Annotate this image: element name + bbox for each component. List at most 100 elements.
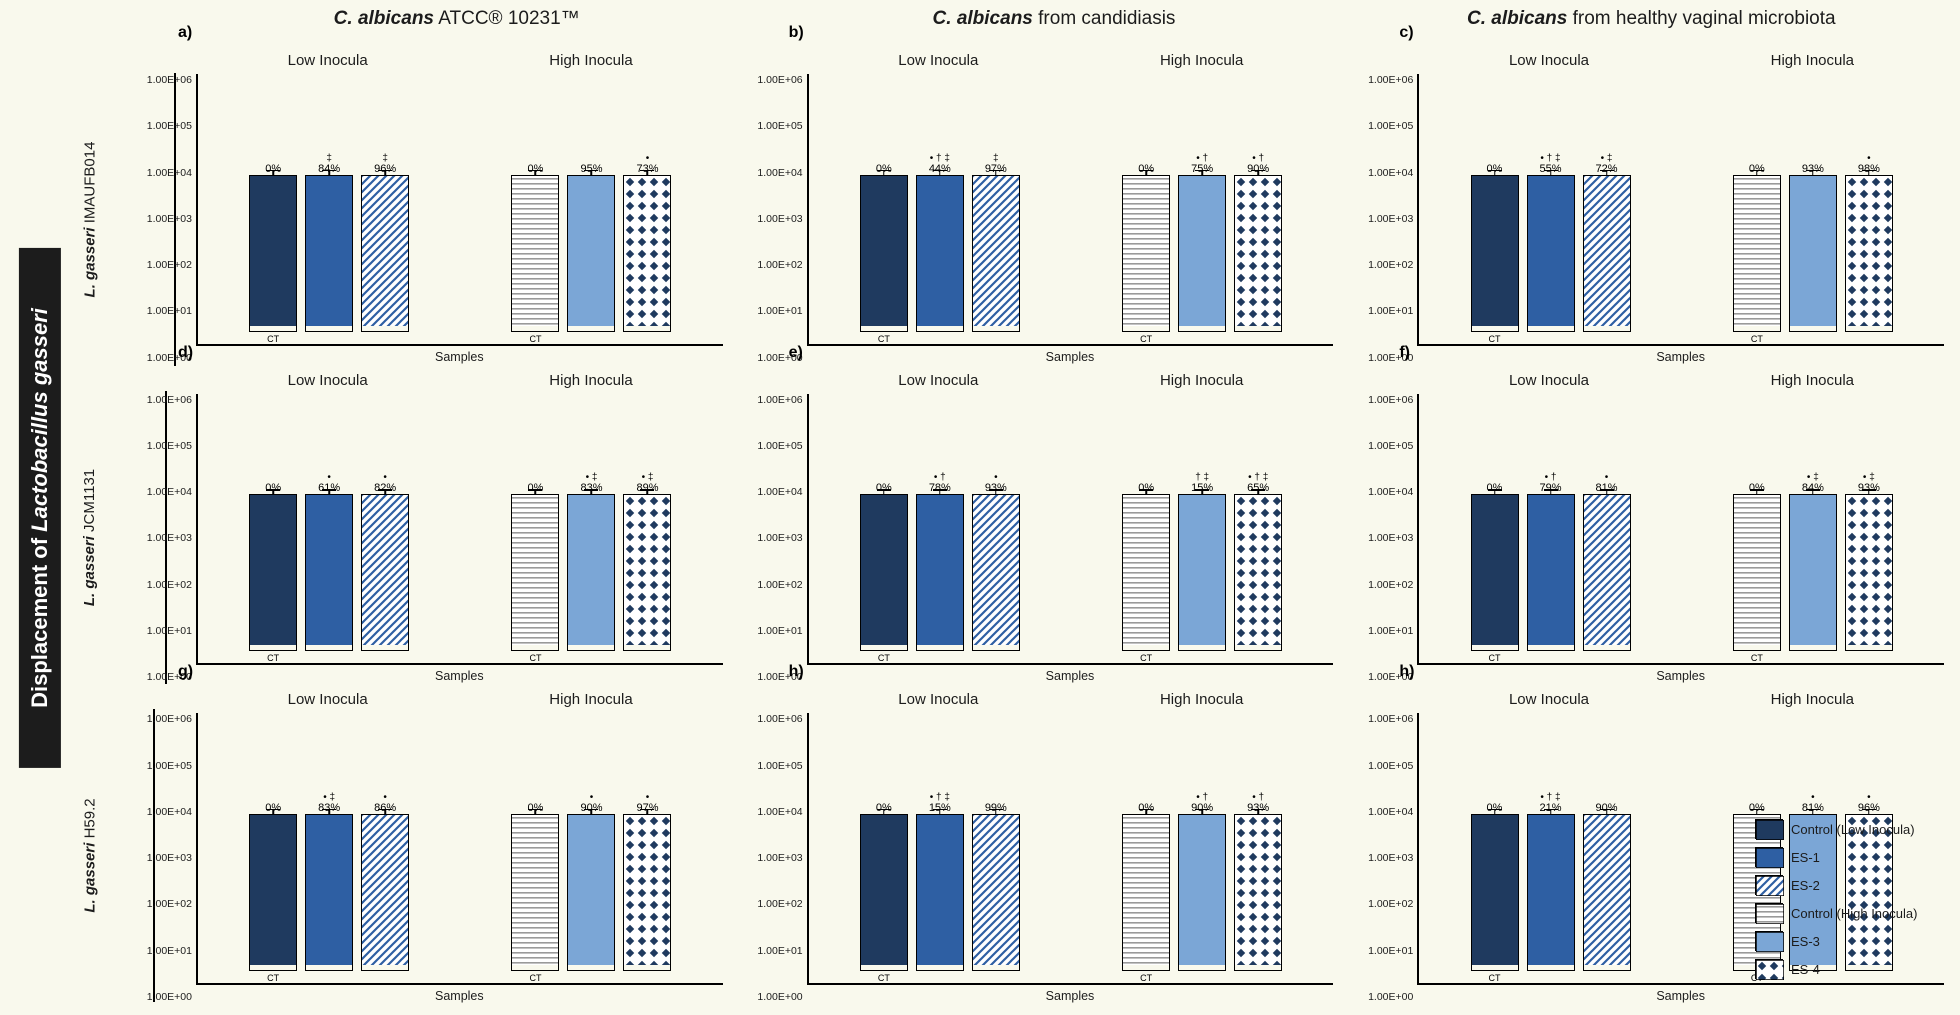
legend-swatch	[1755, 903, 1783, 923]
legend-item-es3: ES-3	[1755, 931, 1940, 951]
bar-ctrl_high: 0% CT	[511, 790, 559, 983]
legend-swatch	[1755, 847, 1783, 867]
inocula-labels: Low Inocula High Inocula	[1417, 691, 1944, 713]
legend-label: ES-1	[1791, 850, 1820, 865]
bar-es2: • 93%	[972, 470, 1020, 663]
bar-ctrl_high: 0% CT	[1733, 151, 1781, 344]
group-high: 0% CT • † 90% • † 93%	[1081, 713, 1323, 983]
y-axis-ticks: 1.00E+061.00E+051.00E+041.00E+031.00E+02…	[124, 394, 196, 684]
group-low: 0% CT • † 79% • 81%	[1429, 394, 1671, 664]
bar-es3: • ‡ 84%	[1789, 470, 1837, 663]
group-low: 0% CT • ‡ 83% • 86%	[208, 713, 450, 983]
bar-es2: ‡ 96%	[361, 151, 409, 344]
col-header-0: C. albicans ATCC® 10231™	[158, 8, 755, 48]
legend-swatch	[1755, 931, 1783, 951]
legend-item-ctrl_high: Control (High Inocula)	[1755, 903, 1940, 923]
col-header-2: C. albicans from healthy vaginal microbi…	[1353, 8, 1950, 48]
y-axis-ticks: 1.00E+061.00E+051.00E+041.00E+031.00E+02…	[124, 74, 196, 364]
bar-es4: • ‡ 89%	[623, 470, 671, 663]
bar-ctrl_low: 0% CT	[1471, 151, 1519, 344]
bar-es1: ‡ 84%	[305, 151, 353, 344]
strain-row-2: L. gasseri H59.2	[82, 799, 99, 913]
panel-e: e) Low Inocula High Inocula 1.00E+061.00…	[729, 368, 1340, 688]
legend-swatch	[1755, 819, 1783, 839]
bar-es3: • 90%	[567, 790, 615, 983]
panel-tag: d)	[178, 344, 193, 362]
row-strain-labels: L. gasseri IMAUFB014 L. gasseri JCM1131 …	[70, 0, 118, 1015]
plot-area: 0% CT • ‡ 83% • 86% 0%	[196, 713, 723, 985]
bar-es3: 95%	[567, 151, 615, 344]
legend-label: Control (High Inocula)	[1791, 906, 1917, 921]
bar-es2: • 81%	[1583, 470, 1631, 663]
panel-tag: f)	[1399, 344, 1410, 362]
panel-tag: h)	[789, 663, 804, 681]
bar-es4: • † ‡ 65%	[1234, 470, 1282, 663]
bar-es3: • † 75%	[1178, 151, 1226, 344]
panel-tag: e)	[789, 344, 803, 362]
panel-g: g) Low Inocula High Inocula 1.00E+061.00…	[118, 687, 729, 1007]
inocula-labels: Low Inocula High Inocula	[807, 691, 1334, 713]
group-low: 0% CT • † 78% • 93%	[819, 394, 1061, 664]
panel-grid: a) Low Inocula High Inocula 1.00E+061.00…	[118, 48, 1950, 1007]
group-high: 0% CT • 90% • 97%	[470, 713, 712, 983]
bar-es1: • † 79%	[1527, 470, 1575, 663]
group-low: 0% CT • † ‡ 21% 90%	[1429, 713, 1671, 983]
bar-ctrl_low: 0% CT	[1471, 470, 1519, 663]
strain-row-0: L. gasseri IMAUFB014	[82, 141, 99, 297]
bar-es4: • † 93%	[1234, 790, 1282, 983]
legend: Control (Low Inocula) ES-1 ES-2 Control …	[1755, 811, 1940, 987]
bar-es2: • 82%	[361, 470, 409, 663]
bar-es3: † ‡ 15%	[1178, 470, 1226, 663]
group-high: 0% CT 95% • 73%	[470, 74, 712, 344]
bar-es1: • † ‡ 21%	[1527, 790, 1575, 983]
legend-label: ES-3	[1791, 934, 1820, 949]
panel-tag: g)	[178, 663, 193, 681]
bar-es4: • † 90%	[1234, 151, 1282, 344]
y-axis-ticks: 1.00E+061.00E+051.00E+041.00E+031.00E+02…	[735, 394, 807, 684]
legend-item-ctrl_low: Control (Low Inocula)	[1755, 819, 1940, 839]
bar-es1: • ‡ 83%	[305, 790, 353, 983]
x-axis-title: Samples	[807, 669, 1334, 683]
strain-row-1: L. gasseri JCM1131	[82, 469, 99, 606]
col-header-1: C. albicans from candidiasis	[755, 8, 1352, 48]
inocula-labels: Low Inocula High Inocula	[1417, 52, 1944, 74]
group-low: 0% CT ‡ 84% ‡ 96%	[208, 74, 450, 344]
bar-es2: • 86%	[361, 790, 409, 983]
inocula-labels: Low Inocula High Inocula	[807, 52, 1334, 74]
bar-ctrl_high: 0% CT	[1122, 151, 1170, 344]
panel-tag: a)	[178, 24, 192, 42]
panel-tag: b)	[789, 24, 804, 42]
plot-area: 0% CT • † ‡ 55% • ‡ 72%	[1417, 74, 1944, 346]
bar-ctrl_high: 0% CT	[1122, 790, 1170, 983]
x-axis-title: Samples	[1417, 669, 1944, 683]
legend-label: ES-2	[1791, 878, 1820, 893]
bar-ctrl_high: 0% CT	[511, 151, 559, 344]
x-axis-title: Samples	[807, 350, 1334, 364]
bar-ctrl_low: 0% CT	[860, 151, 908, 344]
bar-es1: • † ‡ 55%	[1527, 151, 1575, 344]
inocula-labels: Low Inocula High Inocula	[1417, 372, 1944, 394]
bar-es2: • ‡ 72%	[1583, 151, 1631, 344]
bar-ctrl_low: 0% CT	[860, 470, 908, 663]
inocula-labels: Low Inocula High Inocula	[196, 372, 723, 394]
bar-es3: • ‡ 83%	[567, 470, 615, 663]
group-low: 0% CT • 61% • 82%	[208, 394, 450, 664]
bar-es1: • † ‡ 15%	[916, 790, 964, 983]
bar-es1: • † 78%	[916, 470, 964, 663]
y-axis-ticks: 1.00E+061.00E+051.00E+041.00E+031.00E+02…	[735, 713, 807, 1003]
legend-swatch	[1755, 959, 1783, 979]
plot-area: 0% CT • † 78% • 93% 0%	[807, 394, 1334, 666]
panel-a: a) Low Inocula High Inocula 1.00E+061.00…	[118, 48, 729, 368]
bar-es1: • 61%	[305, 470, 353, 663]
plot-area: 0% CT • † ‡ 15% 99% 0%	[807, 713, 1334, 985]
bar-es4: • 97%	[623, 790, 671, 983]
group-high: 0% CT • † 75% • † 90%	[1081, 74, 1323, 344]
bar-es3: 93%	[1789, 151, 1837, 344]
y-axis-ticks: 1.00E+061.00E+051.00E+041.00E+031.00E+02…	[1345, 74, 1417, 364]
panel-d: d) Low Inocula High Inocula 1.00E+061.00…	[118, 368, 729, 688]
legend-item-es2: ES-2	[1755, 875, 1940, 895]
group-high: 0% CT † ‡ 15% • † ‡ 65%	[1081, 394, 1323, 664]
bar-ctrl_low: 0% CT	[249, 790, 297, 983]
x-axis-title: Samples	[196, 989, 723, 1003]
bar-es2: 99%	[972, 790, 1020, 983]
